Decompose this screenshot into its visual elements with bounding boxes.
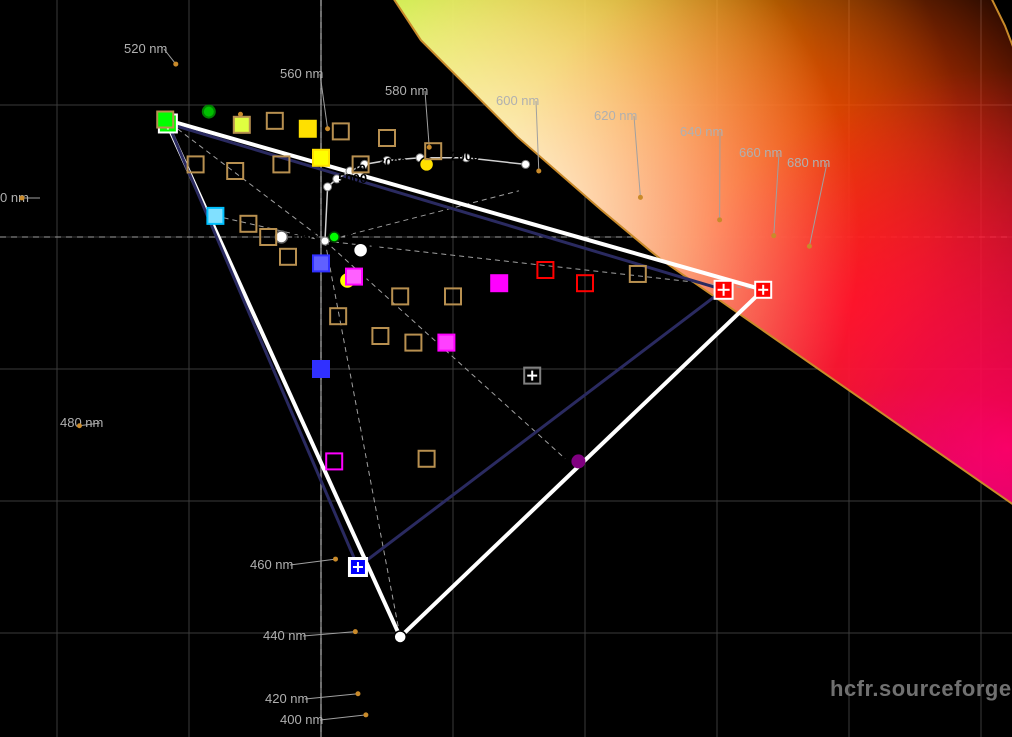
wavelength-label: 460 nm <box>250 557 293 572</box>
wavelength-label: 680 nm <box>787 155 830 170</box>
sample-square <box>330 308 346 324</box>
sample-square <box>392 288 408 304</box>
watermark: hcfr.sourceforge.n <box>830 676 1012 701</box>
wavelength-label: 580 nm <box>385 83 428 98</box>
sample-square <box>313 255 329 271</box>
sample-square <box>234 117 250 133</box>
chart-svg: 400 nm 420 nm 440 nm 460 nm 480 nm 0 nm 520 nm… <box>0 0 1012 737</box>
illuminant-label: B <box>371 242 381 258</box>
sample-square <box>491 275 507 291</box>
wavelength-label: 560 nm <box>280 66 323 81</box>
wavelength-label: 660 nm <box>739 145 782 160</box>
sample-square <box>313 150 329 166</box>
sample-square <box>267 113 283 129</box>
sample-square <box>326 453 342 469</box>
sample-square <box>405 335 421 351</box>
wavelength-label: 640 nm <box>680 124 723 139</box>
sample-square <box>372 328 388 344</box>
wavelength-label: 520 nm <box>124 41 167 56</box>
wavelength-label: 480 nm <box>60 415 103 430</box>
sample-square <box>313 361 329 377</box>
sample-square <box>438 335 454 351</box>
wavelength-label: 420 nm <box>265 691 308 706</box>
wavelength-label: 600 nm <box>496 93 539 108</box>
sample-square <box>157 112 173 128</box>
sample-square <box>227 163 243 179</box>
sample-square <box>280 249 296 265</box>
sample-square <box>240 216 256 232</box>
wavelength-label: 0 nm <box>0 190 29 205</box>
sample-square <box>630 266 646 282</box>
color-temp-label: 6500 <box>332 181 361 196</box>
illuminant-label: E <box>344 229 353 245</box>
wavelength-label: 440 nm <box>263 628 306 643</box>
color-temp-label: 9300 <box>248 241 277 256</box>
illuminant-label: D65 <box>291 229 317 245</box>
sample-square <box>419 451 435 467</box>
sample-square <box>207 208 223 224</box>
color-temp-label: 3000 <box>378 155 407 170</box>
wavelength-label: 620 nm <box>594 108 637 123</box>
sample-square <box>379 130 395 146</box>
sample-square <box>333 123 349 139</box>
cie-chromaticity-diagram: 400 nm 420 nm 440 nm 460 nm 480 nm 0 nm 520 nm… <box>0 0 1012 737</box>
wavelength-label: 400 nm <box>280 712 323 727</box>
sample-square <box>346 269 362 285</box>
color-temp-label: 2000 <box>450 148 479 163</box>
sample-square <box>300 121 316 137</box>
